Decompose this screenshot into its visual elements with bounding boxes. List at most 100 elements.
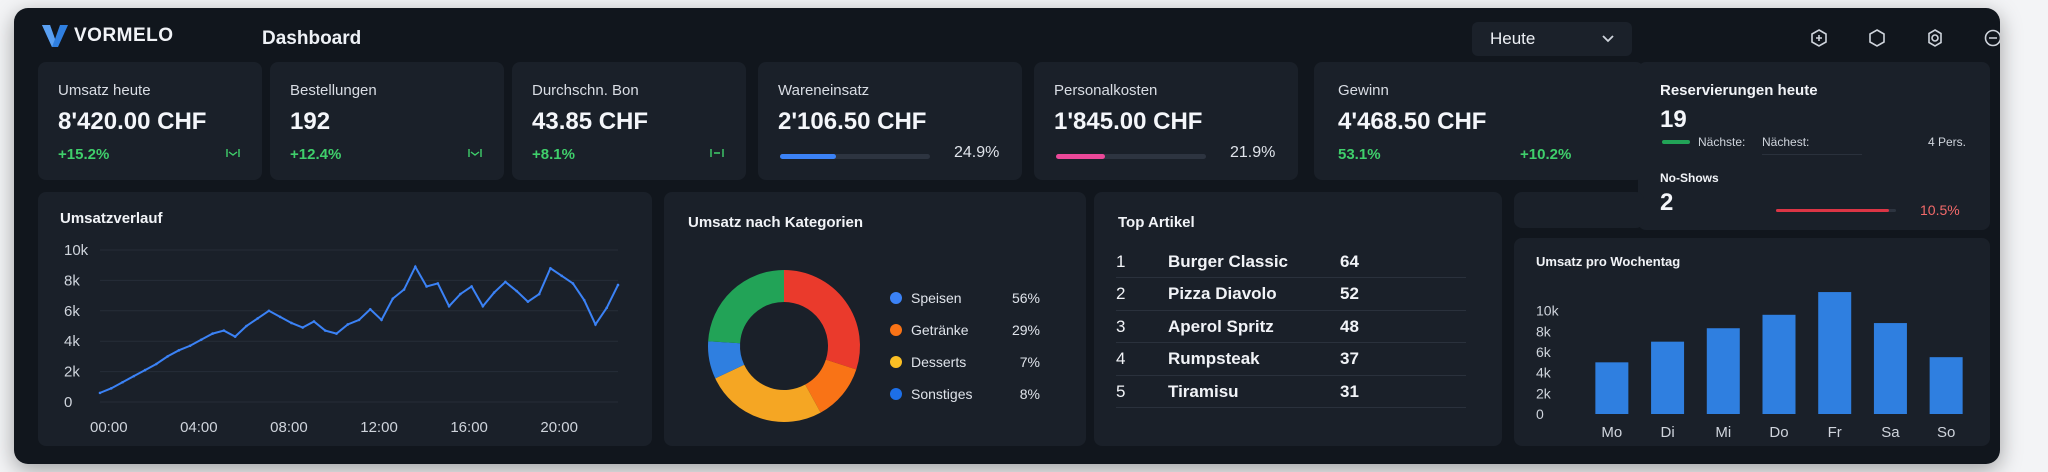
kpi-label: Gewinn: [1338, 82, 1389, 99]
legend-label: Speisen: [911, 290, 962, 306]
article-row[interactable]: 3 Aperol Spritz 48: [1116, 311, 1466, 343]
top-articles-card: Top Artikel 1 Burger Classic 64 2 Pizza Diav…: [1094, 192, 1502, 446]
bell-icon[interactable]: [1866, 27, 1888, 49]
noshow-count: 2: [1660, 189, 1674, 216]
revenue-line-chart[interactable]: 10k 8k 6k 4k 2k 0 00:00 04:00 08:00 12:00 16:00 20:…: [38, 192, 652, 446]
kpi-card-avg-receipt[interactable]: Durchschn. Bon 43.85 CHF +8.1%: [512, 62, 746, 180]
x-tick-label: Fr: [1828, 424, 1842, 441]
x-tick-label: 04:00: [180, 419, 218, 436]
data-point: [132, 374, 136, 378]
data-point: [616, 283, 620, 287]
plus-icon[interactable]: [1808, 27, 1830, 49]
x-tick-label: 16:00: [450, 419, 488, 436]
legend-label: Desserts: [911, 354, 967, 370]
reservations-card[interactable]: Reservierungen heute 19 Nächste: Nächest…: [1638, 62, 1990, 230]
top-articles-title: Top Artikel: [1118, 214, 1195, 231]
article-name: Tiramisu: [1168, 381, 1239, 401]
kpi-delta: +12.4%: [290, 146, 342, 163]
x-tick-label: 20:00: [540, 419, 578, 436]
kpi-margin: 53.1%: [1338, 146, 1381, 163]
donut-slice: [783, 270, 860, 370]
data-point: [436, 282, 440, 285]
article-rank: 1: [1116, 251, 1126, 271]
data-point: [323, 329, 327, 332]
bar: [1595, 362, 1629, 414]
legend-value: 8%: [1019, 386, 1040, 402]
settings-icon[interactable]: [1924, 27, 1946, 49]
spacer-panel: [1514, 192, 1644, 228]
article-row[interactable]: 2 Pizza Diavolo 52: [1116, 279, 1466, 311]
donut-slice: [708, 341, 745, 379]
kpi-value: 192: [290, 108, 331, 135]
weekday-bar-chart[interactable]: 10k 8k 6k 4k 2k 0 Mo Di Mi Do Fr Sa So: [1514, 238, 1990, 446]
bar: [1706, 328, 1740, 414]
legend-item[interactable]: Sonstiges 8%: [890, 386, 1040, 402]
page-title: Dashboard: [262, 28, 362, 49]
x-tick-label: Di: [1660, 424, 1674, 441]
x-tick-label: Mi: [1715, 424, 1731, 441]
data-point: [143, 368, 147, 372]
data-point: [121, 380, 124, 384]
article-quantity: 31: [1340, 381, 1359, 401]
data-point: [166, 355, 169, 358]
donut-slice: [804, 358, 857, 413]
legend-item[interactable]: Desserts 7%: [890, 354, 1040, 370]
noshow-bar-fill: [1776, 209, 1890, 212]
data-point: [368, 307, 372, 311]
x-tick-label: Mo: [1601, 424, 1622, 441]
progress-bar-fill: [1056, 154, 1106, 159]
legend-value: 29%: [1011, 322, 1040, 338]
x-tick-label: Sa: [1881, 424, 1900, 441]
sparkline-icon: [468, 149, 482, 157]
data-point: [582, 298, 586, 302]
sparkline-icon: [226, 149, 240, 157]
kpi-label: Wareneinsatz: [778, 82, 870, 99]
article-row[interactable]: 5 Tiramisu 31: [1116, 376, 1466, 408]
kpi-card-profit[interactable]: Gewinn 4'468.50 CHF 53.1% +10.2%: [1314, 62, 1644, 180]
article-rank: 2: [1116, 284, 1126, 303]
article-name: Burger Classic: [1168, 251, 1288, 271]
progress-bar-fill: [780, 154, 837, 159]
article-rank: 3: [1116, 316, 1126, 336]
legend-label: Sonstiges: [911, 386, 973, 402]
revenue-chart-title: Umsatzverlauf: [60, 210, 163, 227]
y-tick-label: 0: [1536, 406, 1544, 422]
data-point: [571, 282, 575, 285]
data-point: [594, 323, 597, 326]
category-chart-card: Umsatz nach Kategorien Speisen 56% Getränk…: [664, 192, 1086, 446]
article-row[interactable]: 4 Rumpsteak 37: [1116, 344, 1466, 376]
kpi-card-cost-of-goods[interactable]: Wareneinsatz 2'106.50 CHF 24.9%: [758, 62, 1022, 180]
period-select[interactable]: Heute: [1472, 22, 1632, 56]
kpi-delta: +15.2%: [58, 146, 110, 163]
data-point: [391, 297, 395, 300]
chevron-down-icon: [1602, 35, 1614, 43]
category-donut-chart[interactable]: [684, 246, 884, 446]
data-point: [98, 391, 102, 395]
article-name: Rumpsteak: [1168, 349, 1260, 368]
app-name: VORMELO: [74, 25, 174, 46]
kpi-label: Durchschn. Bon: [532, 82, 639, 99]
progress-bar: [780, 154, 930, 159]
kpi-card-revenue[interactable]: Umsatz heute 8'420.00 CHF +15.2%: [38, 62, 262, 180]
article-row[interactable]: 1 Burger Classic 64: [1116, 246, 1466, 278]
app-logo[interactable]: VORMELO: [42, 25, 174, 47]
y-tick-label: 6k: [64, 303, 80, 320]
kpi-card-orders[interactable]: Bestellungen 192 +12.4%: [270, 62, 504, 180]
kpi-card-staff-costs[interactable]: Personalkosten 1'845.00 CHF 21.9%: [1034, 62, 1298, 180]
logo-icon: [42, 25, 68, 47]
data-point: [155, 362, 158, 366]
y-tick-label: 4k: [64, 333, 80, 350]
legend-item[interactable]: Getränke 29%: [890, 322, 1040, 338]
data-point: [245, 324, 248, 328]
data-point: [357, 318, 361, 322]
legend-swatch: [890, 356, 902, 368]
kpi-label: Personalkosten: [1054, 82, 1158, 99]
legend-item[interactable]: Speisen 56%: [890, 290, 1040, 306]
kpi-label: Umsatz heute: [58, 82, 151, 99]
x-tick-label: 12:00: [360, 419, 398, 436]
data-point: [301, 326, 304, 329]
user-icon[interactable]: [1982, 27, 2000, 49]
bar: [1818, 292, 1852, 414]
data-point: [504, 280, 507, 284]
dashboard-window: VORMELO Dashboard Heute Umsatz heute 8'4…: [14, 8, 2000, 464]
